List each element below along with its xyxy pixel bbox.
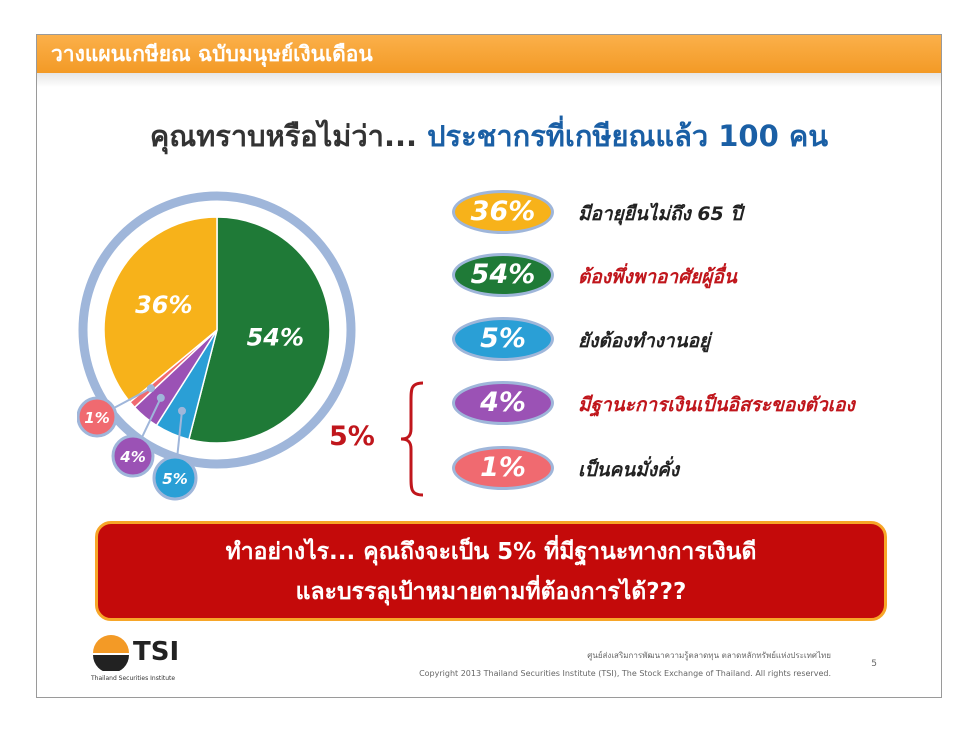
slide: วางแผนเกษียณ ฉบับมนุษย์เงินเดือน คุณทราบ… xyxy=(36,34,942,698)
bracket-label: 5% xyxy=(329,421,375,452)
callout-bubble-1 xyxy=(77,396,118,438)
footer-org-name: ศูนย์ส่งเสริมการพัฒนาความรู้ตลาดทุน ตลาด… xyxy=(587,651,831,660)
legend-text-36: มีอายุยืนไม่ถึง 65 ปี xyxy=(578,203,743,225)
pie-label-54: 54% xyxy=(247,323,304,351)
legend-text-4: มีฐานะการเงินเป็นอิสระของตัวเอง xyxy=(578,394,855,416)
legend-pill-4: 4% xyxy=(452,381,554,425)
tsi-logo-icon xyxy=(93,635,129,673)
call-to-action-box: ทำอย่างไร... คุณถึงจะเป็น 5% ที่มีฐานะทา… xyxy=(95,521,887,621)
header-title: วางแผนเกษียณ ฉบับมนุษย์เงินเดือน xyxy=(37,35,941,73)
callout-label-5: 5% xyxy=(162,470,187,488)
tsi-logo: TSI Thailand Securities Institute xyxy=(91,635,191,685)
callout-label-4: 4% xyxy=(119,448,145,466)
callout-dot-1 xyxy=(146,384,155,393)
pie-label-36: 36% xyxy=(135,291,192,319)
callout-bubble-5 xyxy=(152,455,198,501)
page-number: 5 xyxy=(871,659,877,669)
cta-line-1: ทำอย่างไร... คุณถึงจะเป็น 5% ที่มีฐานะทา… xyxy=(225,539,757,565)
legend-pill-36: 36% xyxy=(452,190,554,234)
pie-slice-36 xyxy=(103,216,218,404)
header-shadow xyxy=(37,73,941,87)
legend-pill-1: 1% xyxy=(452,446,554,490)
pie-slice-54 xyxy=(187,216,331,444)
callout-bubble-4 xyxy=(111,434,155,478)
callout-dot-4 xyxy=(156,393,165,402)
legend-text-5: ยังต้องทำงานอยู่ xyxy=(578,330,711,352)
legend-text-1: เป็นคนมั่งคั่ง xyxy=(578,459,680,481)
callout-dot-5 xyxy=(177,406,186,415)
legend-text-54: ต้องพึ่งพาอาศัยผู้อื่น xyxy=(578,266,737,288)
logo-subtitle: Thailand Securities Institute xyxy=(91,675,176,682)
logo-text: TSI xyxy=(133,637,180,667)
callout-label-1: 1% xyxy=(84,409,109,427)
headline-prefix: คุณทราบหรือไม่ว่า... xyxy=(149,119,418,153)
legend-pill-54: 54% xyxy=(452,253,554,297)
pie-outer-ring xyxy=(78,191,356,469)
cta-line-2: และบรรลุเป้าหมายตามที่ต้องการได้??? xyxy=(295,579,687,605)
headline-highlight: ประชากรที่เกษียณแล้ว 100 คน xyxy=(427,119,829,153)
legend-pill-5: 5% xyxy=(452,317,554,361)
brace-icon xyxy=(400,381,424,497)
headline: คุณทราบหรือไม่ว่า... ประชากรที่เกษียณแล้… xyxy=(37,113,941,159)
footer-copyright: Copyright 2013 Thailand Securities Insti… xyxy=(419,669,831,678)
pie-chart: 54% 36% 5% 4% 1% xyxy=(77,191,356,501)
